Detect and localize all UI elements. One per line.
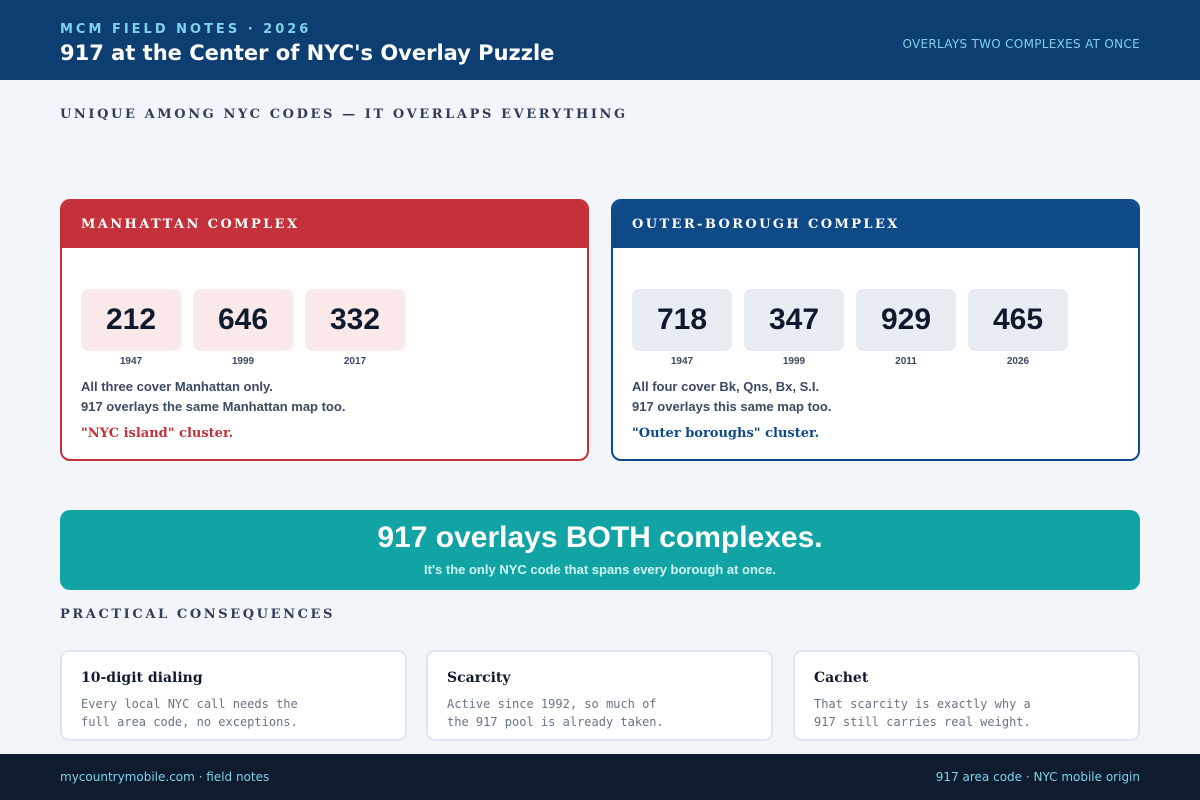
manhattan-cluster-label: "NYC island" cluster. [81,426,234,441]
consequence-line: Every local NYC call needs the [81,697,298,711]
code-year: 2026 [1006,356,1030,367]
area-code: 332 [305,289,405,351]
consequence-body: Active since 1992, so much of the 917 po… [447,695,677,731]
code-tile-929: 929 2011 [856,289,956,367]
code-tile-465: 465 2026 [968,289,1068,367]
consequence-line: the 917 pool is already taken. [447,715,664,729]
consequence-card-cachet: Cachet That scarcity is exactly why a 91… [793,650,1140,741]
consequence-line: Active since 1992, so much of [447,697,657,711]
manhattan-complex-label: MANHATTAN COMPLEX [62,201,587,248]
outer-complex-label: OUTER-BOROUGH COMPLEX [613,201,1138,248]
banner-subtext: It's the only NYC code that spans every … [424,562,776,577]
area-code: 465 [968,289,1068,351]
code-year: 1947 [119,356,143,367]
outer-borough-complex-card: OUTER-BOROUGH COMPLEX 718 1947 347 1999 … [611,199,1140,461]
description-line: 917 overlays the same Manhattan map too. [81,399,346,414]
consequence-card-scarcity: Scarcity Active since 1992, so much of t… [426,650,773,741]
manhattan-code-list: 212 1947 646 1999 332 2017 [81,289,405,367]
footer-caption: 917 area code · NYC mobile origin [935,770,1140,784]
code-tile-718: 718 1947 [632,289,732,367]
description-line: All three cover Manhattan only. [81,379,273,394]
outer-description: All four cover Bk, Qns, Bx, S.I. 917 ove… [632,377,831,417]
area-code: 646 [193,289,293,351]
page-title: 917 at the Center of NYC's Overlay Puzzl… [60,41,555,65]
code-year: 2011 [895,356,917,367]
manhattan-description: All three cover Manhattan only. 917 over… [81,377,345,417]
description-line: All four cover Bk, Qns, Bx, S.I. [632,379,820,394]
area-code: 212 [81,289,181,351]
header: MCM FIELD NOTES · 2026 917 at the Center… [0,0,1200,80]
description-line: 917 overlays this same map too. [632,399,832,414]
area-code: 929 [856,289,956,351]
code-tile-646: 646 1999 [193,289,293,367]
code-tile-332: 332 2017 [305,289,405,367]
consequence-title: Scarcity [447,670,511,686]
footer-source-link[interactable]: mycountrymobile.com · field notes [60,770,270,784]
banner-headline: 917 overlays BOTH complexes. [377,521,823,554]
consequence-card-dialing: 10-digit dialing Every local NYC call ne… [60,650,407,741]
consequence-line: That scarcity is exactly why a [814,697,1031,711]
outer-cluster-label: "Outer boroughs" cluster. [632,426,820,441]
consequence-body: That scarcity is exactly why a 917 still… [814,695,1044,731]
footer: mycountrymobile.com · field notes 917 ar… [0,754,1200,800]
code-year: 1947 [670,356,694,367]
consequence-line: full area code, no exceptions. [81,715,298,729]
area-code: 347 [744,289,844,351]
overlay-banner: 917 overlays BOTH complexes. It's the on… [60,510,1140,590]
code-year: 2017 [343,356,367,367]
code-tile-212: 212 1947 [81,289,181,367]
code-year: 1999 [231,356,255,367]
outer-code-list: 718 1947 347 1999 929 2011 465 2026 [632,289,1068,367]
code-year: 1999 [782,356,806,367]
consequence-title: Cachet [814,670,869,686]
header-eyebrow: MCM FIELD NOTES · 2026 [60,22,312,37]
section-heading-overlap: UNIQUE AMONG NYC CODES — IT OVERLAPS EVE… [60,107,628,122]
consequence-body: Every local NYC call needs the full area… [81,695,311,731]
consequence-line: 917 still carries real weight. [814,715,1031,729]
section-heading-consequences: PRACTICAL CONSEQUENCES [60,607,336,622]
consequence-title: 10-digit dialing [81,670,203,686]
manhattan-complex-card: MANHATTAN COMPLEX 212 1947 646 1999 332 … [60,199,589,461]
area-code: 718 [632,289,732,351]
code-tile-347: 347 1999 [744,289,844,367]
header-tag: OVERLAYS TWO COMPLEXES AT ONCE [902,37,1140,51]
